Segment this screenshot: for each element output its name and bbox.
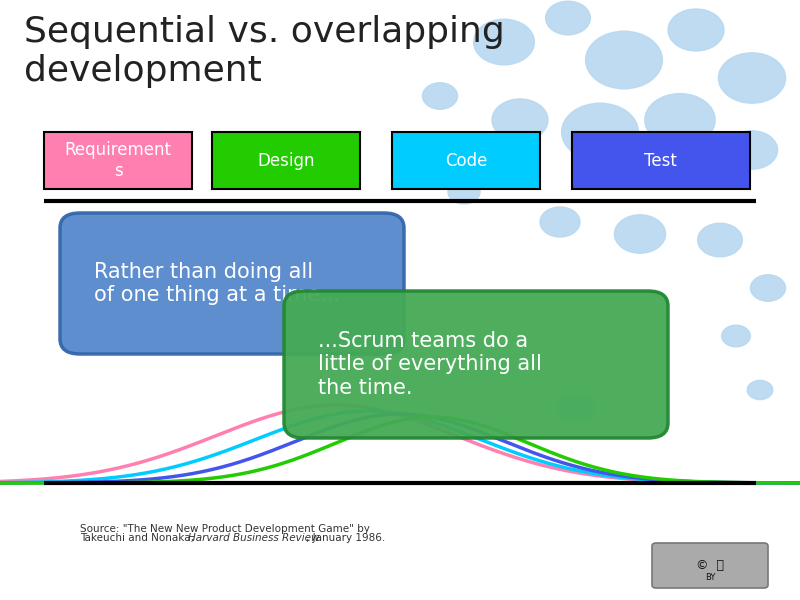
Circle shape [586, 31, 662, 89]
FancyBboxPatch shape [284, 291, 668, 438]
Text: Requirement
s: Requirement s [65, 141, 171, 180]
Text: Sequential vs. overlapping
development: Sequential vs. overlapping development [24, 15, 505, 88]
Bar [44, 132, 192, 189]
Circle shape [718, 53, 786, 103]
Text: Source: "The New New Product Development Game" by: Source: "The New New Product Development… [80, 524, 370, 534]
Circle shape [668, 9, 724, 51]
FancyBboxPatch shape [60, 213, 404, 354]
Circle shape [722, 325, 750, 347]
Text: Test: Test [644, 151, 678, 169]
Circle shape [562, 103, 638, 161]
Circle shape [747, 380, 773, 400]
Circle shape [614, 215, 666, 253]
Circle shape [750, 275, 786, 301]
Text: Design: Design [258, 151, 314, 169]
Bar [212, 132, 360, 189]
Circle shape [546, 1, 590, 35]
Circle shape [540, 207, 580, 237]
Text: Harvard Business Review: Harvard Business Review [188, 533, 319, 543]
Text: , January 1986.: , January 1986. [306, 533, 386, 543]
Circle shape [645, 94, 715, 146]
Bar [392, 132, 540, 189]
FancyBboxPatch shape [652, 543, 768, 588]
Circle shape [448, 180, 480, 204]
Text: BY: BY [705, 572, 715, 582]
Text: ...Scrum teams do a
little of everything all
the time.: ...Scrum teams do a little of everything… [318, 331, 542, 398]
Circle shape [698, 223, 742, 257]
Bar [572, 132, 750, 189]
Circle shape [726, 131, 778, 169]
Text: Takeuchi and Nonaka,: Takeuchi and Nonaka, [80, 533, 198, 543]
Circle shape [422, 83, 458, 109]
Text: Rather than doing all
of one thing at a time...: Rather than doing all of one thing at a … [94, 262, 341, 305]
Text: Code: Code [445, 151, 487, 169]
Circle shape [474, 19, 534, 65]
Circle shape [558, 395, 594, 421]
Circle shape [492, 99, 548, 141]
Text: ©  ⓘ: © ⓘ [696, 559, 724, 572]
